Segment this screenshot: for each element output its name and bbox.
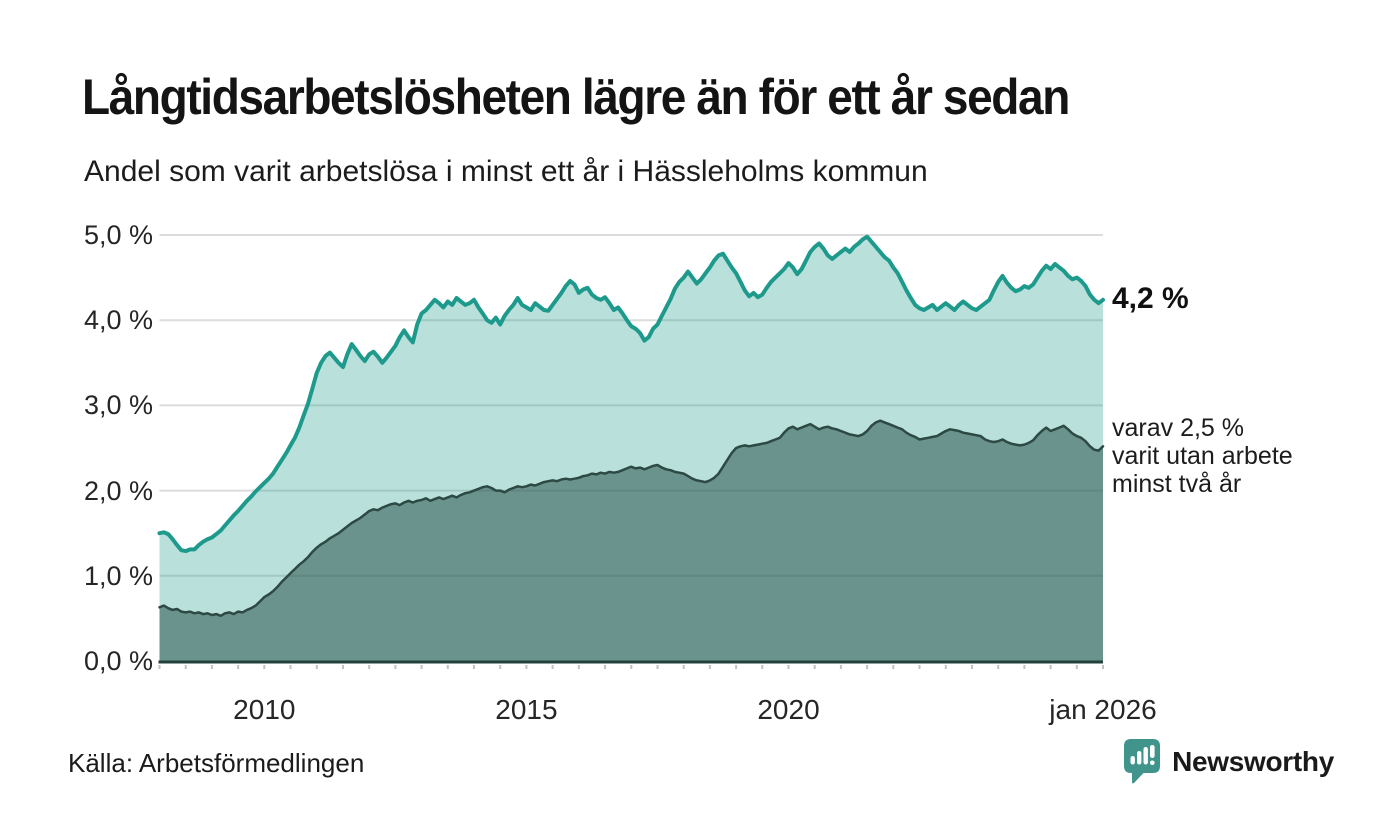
series-line-minst-tva-ar [158, 419, 1105, 618]
y-tick-label: 2,0 % [83, 475, 153, 506]
newsworthy-wordmark: Newsworthy [1172, 746, 1334, 777]
y-tick-label: 4,0 % [83, 305, 153, 336]
x-tick-label: 2010 [233, 694, 296, 725]
newsworthy-bubble-chart-icon [1122, 737, 1162, 787]
series-line-minst-ett-ar [157, 234, 1105, 554]
newsworthy-logo: Newsworthy [1122, 737, 1334, 787]
annotation-secondary-line: minst två år [1112, 470, 1242, 499]
x-tick-label: 2015 [495, 694, 558, 725]
y-tick-label: 3,0 % [83, 390, 153, 421]
annotation-secondary-line: varit utan arbete [1112, 442, 1293, 471]
page-subtitle: Andel som varit arbetslösa i minst ett å… [84, 155, 928, 188]
y-tick-label: 1,0 % [83, 560, 153, 591]
annotation-secondary-label: varav 2,5 % varit utan arbete minst två … [1112, 414, 1293, 498]
page-title: Långtidsarbetslösheten lägre än för ett … [82, 69, 1070, 125]
y-tick-label: 5,0 % [83, 220, 153, 250]
source-note: Källa: Arbetsförmedlingen [68, 748, 365, 778]
series-area-minst-tva-ar [159, 420, 1103, 661]
x-tick-label: 2020 [757, 694, 820, 725]
x-tick-label: jan 2026 [1049, 694, 1157, 725]
y-tick-label: 0,0 % [83, 646, 153, 676]
annotation-latest-value: 4,2 % [1112, 281, 1189, 315]
annotation-secondary-line: varav 2,5 % [1112, 414, 1245, 443]
